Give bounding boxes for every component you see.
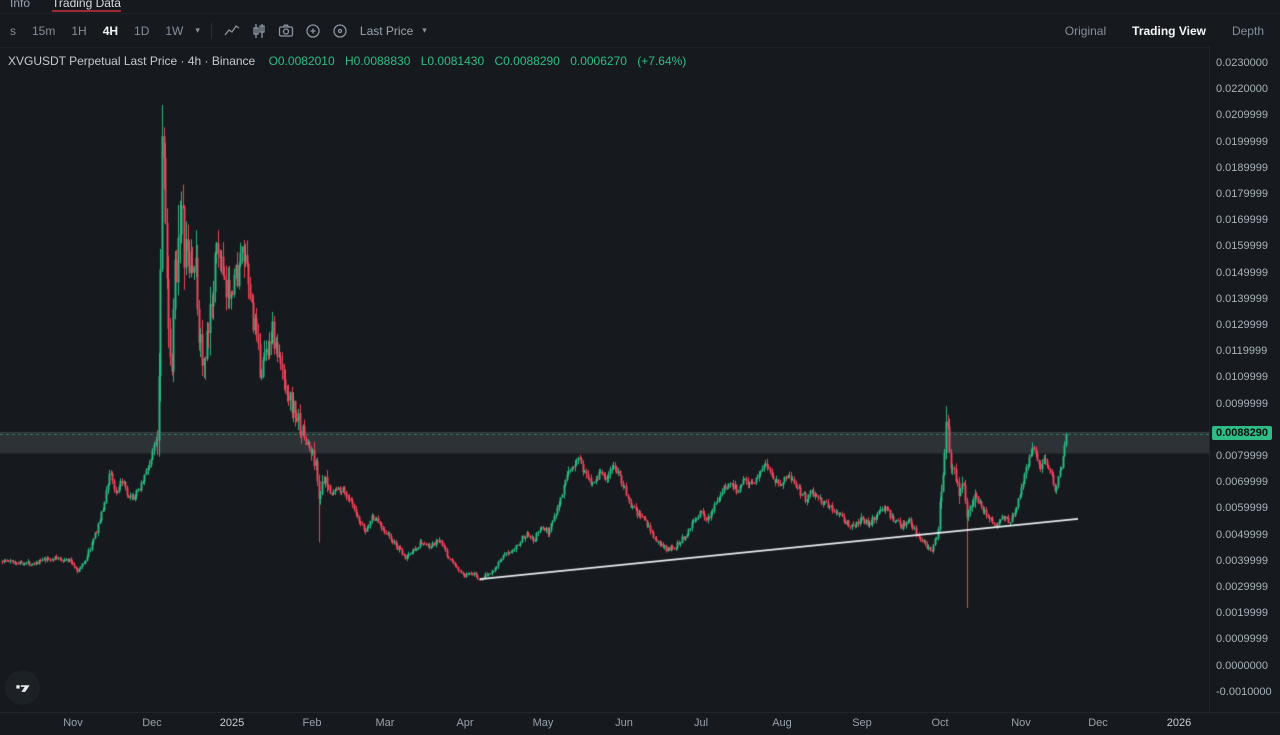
- ohlc-close: C0.0088290: [494, 54, 560, 68]
- price-axis-label: 0.0139999: [1216, 292, 1268, 305]
- time-axis-label-nov: Nov: [63, 717, 83, 729]
- price-axis-label: 0.0119999: [1216, 345, 1268, 358]
- chart-legend: XVGUSDT Perpetual Last Price · 4h · Bina…: [8, 54, 693, 68]
- timeframe-1d[interactable]: 1D: [134, 23, 150, 38]
- price-axis-label: 0.0079999: [1216, 450, 1268, 462]
- price-axis-label: 0.0019999: [1216, 607, 1268, 620]
- timeframe-4h[interactable]: 4H: [102, 23, 119, 38]
- price-axis-label: 0.0199999: [1216, 135, 1268, 148]
- reset-scale-icon[interactable]: [327, 18, 354, 44]
- last-price-label: 0.0088290: [1212, 426, 1272, 441]
- price-axis-label: 0.0149999: [1216, 266, 1268, 279]
- price-axis-label: 0.0009999: [1216, 633, 1268, 646]
- timeframe-group: s 15m 1H 4H 1D 1W: [2, 24, 191, 38]
- view-mode-tabs: Original Trading View Depth: [1065, 24, 1280, 38]
- price-axis-label: 0.0000000: [1216, 659, 1268, 672]
- view-tab-depth[interactable]: Depth: [1231, 23, 1264, 38]
- time-axis-label-aug: Aug: [772, 717, 792, 729]
- time-axis-label-jun: Jun: [615, 717, 633, 729]
- chart-area: XVGUSDT Perpetual Last Price · 4h · Bina…: [0, 46, 1210, 713]
- view-tab-original[interactable]: Original: [1064, 23, 1107, 38]
- price-axis-label: 0.0039999: [1216, 554, 1268, 567]
- price-axis-label: 0.0069999: [1216, 476, 1268, 489]
- price-source-caret-icon: ▾: [422, 25, 427, 35]
- top-tab-info[interactable]: Info: [10, 0, 31, 10]
- timeframe-more-caret-icon[interactable]: ▾: [195, 25, 200, 35]
- time-axis-label-apr: Apr: [456, 717, 474, 729]
- screenshot-camera-icon[interactable]: [273, 18, 300, 44]
- time-axis-label-nov: Nov: [1011, 717, 1031, 729]
- view-tab-trading-view[interactable]: Trading View: [1132, 23, 1206, 38]
- time-axis-label-mar: Mar: [375, 717, 395, 729]
- timeframe-15m[interactable]: 15m: [32, 23, 56, 38]
- chart-style-icon[interactable]: [219, 18, 246, 44]
- time-axis-label-sep: Sep: [852, 717, 872, 729]
- time-axis-label-2025: 2025: [219, 717, 245, 729]
- time-axis-label-may: May: [532, 717, 554, 729]
- price-axis-label: 0.0230000: [1216, 57, 1268, 69]
- price-axis-label: 0.0169999: [1216, 214, 1268, 227]
- price-axis-label: 0.0099999: [1216, 397, 1268, 410]
- candlestick-chart-canvas[interactable]: [0, 46, 1210, 713]
- price-axis-label: 0.0049999: [1216, 528, 1268, 541]
- chart-toolbar: s 15m 1H 4H 1D 1W ▾ Last Price ▾ Original Trad…: [0, 13, 1280, 48]
- top-tab-trading-data[interactable]: Trading Data: [52, 0, 121, 12]
- ohlc-open: O0.0082010: [268, 54, 335, 68]
- ohlc-low: L0.0081430: [420, 54, 485, 68]
- time-axis-label-2026: 2026: [1166, 717, 1192, 729]
- symbol-title[interactable]: XVGUSDT Perpetual Last Price · 4h · Bina…: [8, 54, 256, 68]
- top-tab-bar: Info Trading Data: [0, 0, 1280, 12]
- time-axis-label-dec: Dec: [1088, 717, 1108, 729]
- price-axis-label: 0.0029999: [1216, 581, 1268, 593]
- time-axis-label-oct: Oct: [931, 717, 949, 729]
- timeframe-1w[interactable]: 1W: [165, 23, 184, 38]
- price-axis[interactable]: 0.0088290 0.0230000 0.0220000 0.0209999 0.0…: [1209, 46, 1280, 713]
- price-axis-label: 0.0179999: [1216, 188, 1268, 200]
- price-axis-label: 0.0109999: [1216, 371, 1268, 384]
- time-axis-label-jul: Jul: [693, 717, 709, 729]
- ohlc-high: H0.0088830: [344, 54, 411, 68]
- time-axis-label-dec: Dec: [142, 717, 162, 729]
- price-axis-label: 0.0189999: [1216, 161, 1268, 174]
- price-axis-label: 0.0209999: [1216, 109, 1268, 122]
- time-axis[interactable]: Nov Dec 2025 Feb Mar Apr May Jun Jul Aug Sep Oct Nov…: [0, 712, 1280, 735]
- price-source-label: Last Price: [359, 23, 414, 38]
- price-axis-label: 0.0059999: [1216, 502, 1268, 515]
- indicators-icon[interactable]: [246, 18, 273, 44]
- timeframe-1h[interactable]: 1H: [71, 23, 87, 38]
- price-axis-label: -0.0010000: [1216, 685, 1272, 698]
- price-axis-label: 0.0159999: [1216, 240, 1268, 253]
- toolbar-divider: [210, 22, 212, 39]
- price-axis-label: 0.0220000: [1216, 83, 1268, 96]
- ohlc-change: 0.0006270: [570, 54, 627, 68]
- price-axis-label: 0.0129999: [1216, 319, 1268, 331]
- ohlc-change-pct: (+7.64%): [637, 54, 687, 68]
- price-source-dropdown[interactable]: Last Price ▾: [360, 24, 431, 38]
- timeframe-s[interactable]: s: [10, 23, 16, 38]
- time-axis-label-feb: Feb: [302, 717, 322, 729]
- zoom-in-icon[interactable]: [300, 18, 327, 44]
- tradingview-logo[interactable]: [5, 670, 40, 705]
